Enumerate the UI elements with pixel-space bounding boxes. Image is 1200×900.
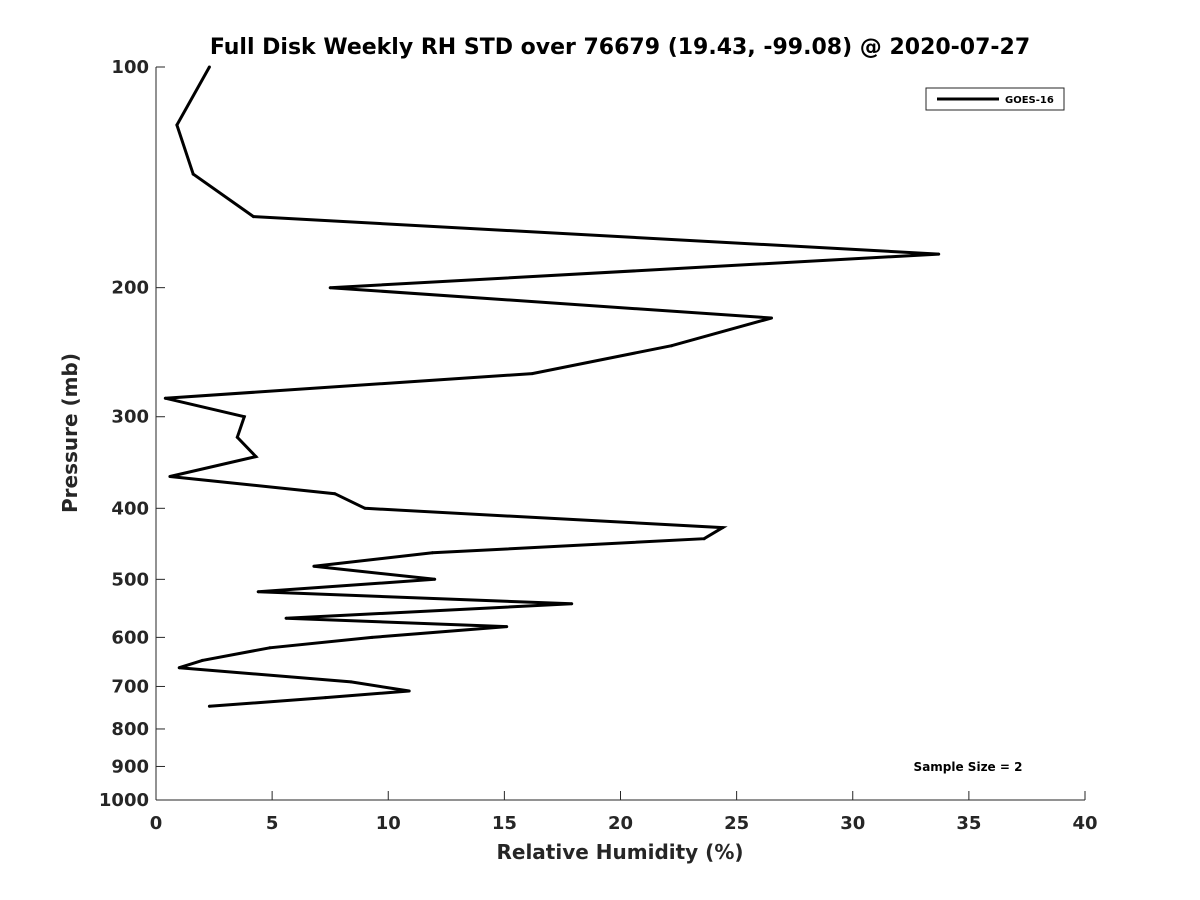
x-tick-label: 35 (956, 813, 981, 834)
data-point (177, 666, 181, 670)
data-point (670, 344, 674, 348)
data-point (370, 635, 374, 639)
data-point (235, 435, 239, 439)
x-tick-label: 40 (1072, 813, 1097, 834)
x-tick-label: 10 (376, 813, 401, 834)
x-tick-label: 5 (266, 813, 279, 834)
data-point (937, 252, 941, 256)
data-point (256, 590, 260, 594)
data-point (284, 616, 288, 620)
data-point (268, 646, 272, 650)
data-point (254, 455, 258, 459)
x-axis-label: Relative Humidity (%) (496, 840, 743, 864)
data-point (163, 396, 167, 400)
data-point (168, 475, 172, 478)
data-point (191, 172, 195, 176)
x-tick-label: 20 (608, 813, 633, 834)
x-tick-label: 15 (492, 813, 517, 834)
y-tick-label: 900 (111, 756, 149, 777)
y-tick-label: 700 (111, 676, 149, 697)
data-point (333, 492, 337, 496)
data-point (407, 689, 411, 693)
data-point (721, 526, 725, 530)
data-point (702, 537, 706, 541)
chart-title: Full Disk Weekly RH STD over 76679 (19.4… (210, 35, 1030, 60)
y-tick-label: 300 (111, 407, 149, 428)
y-tick-label: 800 (111, 719, 149, 740)
data-point (770, 316, 773, 320)
data-point (242, 415, 246, 419)
series-points (163, 65, 941, 708)
data-point (349, 680, 353, 684)
y-axis-label: Pressure (mb) (58, 353, 82, 513)
x-tick-label: 30 (840, 813, 865, 834)
sample-size-annotation: Sample Size = 2 (914, 760, 1023, 774)
data-point (570, 602, 574, 606)
y-axis: 100 200 300 400 500 600 700 800 900 1000 (99, 57, 165, 811)
y-tick-label: 600 (111, 627, 149, 648)
data-point (328, 286, 332, 290)
y-tick-label: 100 (111, 57, 149, 78)
data-point (505, 625, 509, 629)
x-axis: 0 5 10 15 20 25 30 35 40 (150, 791, 1098, 834)
y-tick-label: 1000 (99, 790, 149, 811)
data-point (324, 696, 327, 700)
data-point (430, 551, 434, 555)
data-point (433, 577, 437, 581)
data-point (200, 658, 204, 662)
y-tick-label: 500 (111, 569, 149, 590)
data-point (530, 372, 534, 376)
data-point (363, 506, 367, 510)
y-tick-label: 400 (111, 498, 149, 519)
y-tick-label: 200 (111, 278, 149, 299)
plot-area (156, 67, 1085, 800)
x-tick-label: 25 (724, 813, 749, 834)
data-point (207, 65, 211, 69)
data-point (175, 123, 179, 127)
data-point (312, 564, 316, 568)
legend-label-goes-16: GOES-16 (1005, 95, 1054, 106)
x-tick-label: 0 (150, 813, 163, 834)
data-point (207, 704, 211, 708)
legend: GOES-16 (925, 87, 1065, 111)
data-point (252, 215, 255, 219)
